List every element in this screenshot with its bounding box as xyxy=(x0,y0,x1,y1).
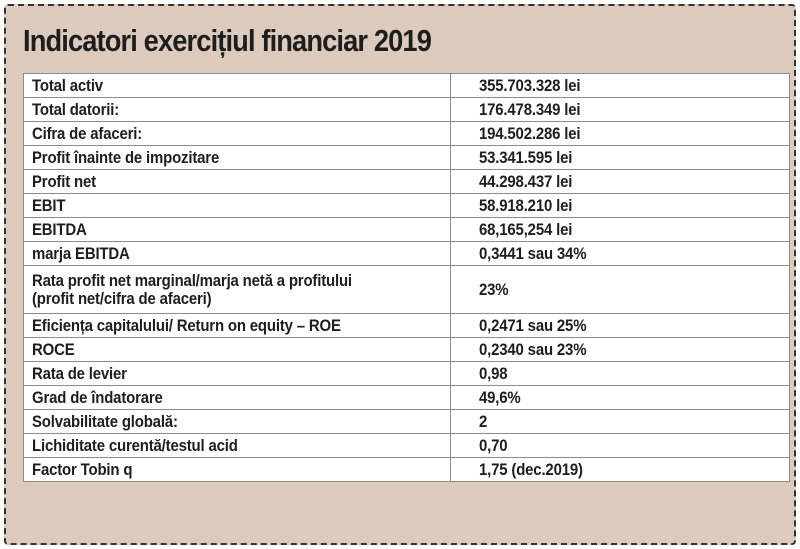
table-row: ROCE 0,2340 sau 23% xyxy=(23,337,790,362)
row-label: Total activ xyxy=(32,75,103,95)
page-title: Indicatori exercițiul financiar 2019 xyxy=(23,23,432,58)
row-value: 0,2340 sau 23% xyxy=(479,339,587,359)
row-label: Eficiența capitalului/ Return on equity … xyxy=(32,315,341,335)
row-value: 49,6% xyxy=(479,387,521,407)
row-value: 194.502.286 lei xyxy=(479,123,581,143)
table-row: Lichiditate curentă/testul acid 0,70 xyxy=(23,433,790,458)
row-value: 58.918.210 lei xyxy=(479,195,573,215)
row-label: marja EBITDA xyxy=(32,243,130,263)
row-label: EBITDA xyxy=(32,219,87,239)
row-value: 0,3441 sau 34% xyxy=(479,243,587,263)
row-value: 0,2471 sau 25% xyxy=(479,315,587,335)
table-row: Cifra de afaceri: 194.502.286 lei xyxy=(23,121,790,146)
table-row: Factor Tobin q 1,75 (dec.2019) xyxy=(23,457,790,482)
row-label: Rata de levier xyxy=(32,363,127,383)
row-label: Factor Tobin q xyxy=(32,459,133,479)
table-row: Rata profit net marginal/marja netă a pr… xyxy=(23,265,790,314)
row-value: 68,165,254 lei xyxy=(479,219,573,239)
table-row: Solvabilitate globală: 2 xyxy=(23,409,790,434)
row-value: 176.478.349 lei xyxy=(479,99,581,119)
table-row: marja EBITDA 0,3441 sau 34% xyxy=(23,241,790,266)
table-row: Total datorii: 176.478.349 lei xyxy=(23,97,790,122)
table-row: Rata de levier 0,98 xyxy=(23,361,790,386)
row-label: Profit net xyxy=(32,171,96,191)
row-label: Profit înainte de impozitare xyxy=(32,147,220,167)
row-label: Grad de îndatorare xyxy=(32,387,163,407)
row-label: Solvabilitate globală: xyxy=(32,411,178,431)
row-value: 0,98 xyxy=(479,363,508,383)
row-label: Rata profit net marginal/marja netă a pr… xyxy=(32,270,352,308)
row-label: Lichiditate curentă/testul acid xyxy=(32,435,238,455)
row-value: 1,75 (dec.2019) xyxy=(479,459,583,479)
indicators-table: Total activ 355.703.328 lei Total datori… xyxy=(23,73,790,482)
row-value: 0,70 xyxy=(479,435,508,455)
table-row: Profit înainte de impozitare 53.341.595 … xyxy=(23,145,790,170)
table-row: Profit net 44.298.437 lei xyxy=(23,169,790,194)
row-label: Cifra de afaceri: xyxy=(32,123,143,143)
row-label: Total datorii: xyxy=(32,99,120,119)
row-label: EBIT xyxy=(32,195,66,215)
row-value: 44.298.437 lei xyxy=(479,171,573,191)
table-row: EBIT 58.918.210 lei xyxy=(23,193,790,218)
row-value: 53.341.595 lei xyxy=(479,147,573,167)
table-row: Eficiența capitalului/ Return on equity … xyxy=(23,313,790,338)
row-label: ROCE xyxy=(32,339,75,359)
table-row: Total activ 355.703.328 lei xyxy=(23,73,790,98)
row-value: 2 xyxy=(479,411,488,431)
table-row: EBITDA 68,165,254 lei xyxy=(23,217,790,242)
row-value: 23% xyxy=(479,279,509,299)
table-row: Grad de îndatorare 49,6% xyxy=(23,385,790,410)
row-value: 355.703.328 lei xyxy=(479,75,581,95)
article-box: Indicatori exercițiul financiar 2019 Tot… xyxy=(4,4,796,545)
